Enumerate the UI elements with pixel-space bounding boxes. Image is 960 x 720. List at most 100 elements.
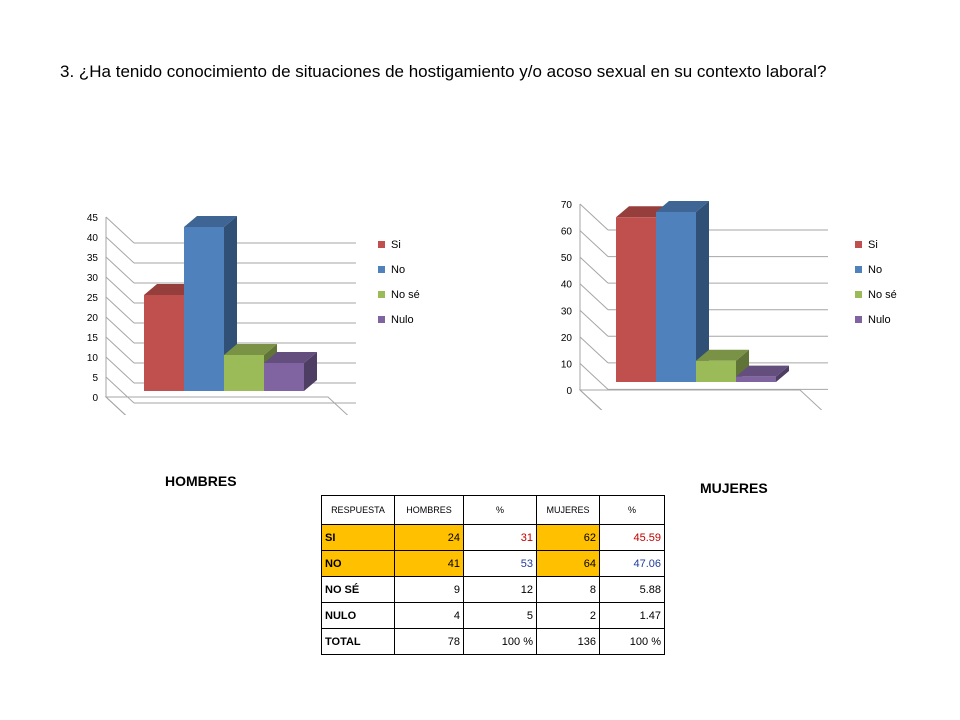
legend-swatch bbox=[378, 241, 385, 248]
legend-swatch bbox=[855, 241, 862, 248]
legend-swatch bbox=[855, 316, 862, 323]
gridline-side bbox=[105, 216, 135, 244]
legend-swatch bbox=[378, 266, 385, 273]
cell-hombres: 24 bbox=[394, 524, 464, 551]
cell-pct-h: 5 bbox=[463, 602, 537, 629]
legend-swatch bbox=[855, 266, 862, 273]
cell-hombres: 4 bbox=[394, 602, 464, 629]
bar-no bbox=[656, 200, 709, 382]
legend-label: Nulo bbox=[868, 314, 891, 326]
gridline-side bbox=[579, 230, 609, 257]
row-label: SI bbox=[321, 524, 395, 551]
y-tick-label: 35 bbox=[87, 253, 99, 264]
cell-pct-h: 12 bbox=[463, 576, 537, 603]
table-row: SI 24 31 62 45.59 bbox=[321, 524, 665, 551]
gridline-side bbox=[105, 376, 135, 404]
cell-mujeres: 136 bbox=[536, 628, 600, 655]
chart-mujeres: 0 10 20 30 40 50 60 70 Si No No sé Nulo bbox=[530, 170, 910, 417]
legend-swatch bbox=[855, 291, 862, 298]
y-tick-label: 0 bbox=[566, 386, 572, 397]
row-label: TOTAL bbox=[321, 628, 395, 655]
cell-pct-m: 5.88 bbox=[599, 576, 665, 603]
gridline-side bbox=[579, 256, 609, 284]
row-label: NO SÉ bbox=[321, 576, 395, 603]
legend-swatch bbox=[378, 316, 385, 323]
cell-mujeres: 2 bbox=[536, 602, 600, 629]
legend-label: No bbox=[868, 264, 882, 276]
y-tick-label: 25 bbox=[87, 293, 99, 304]
cell-hombres: 9 bbox=[394, 576, 464, 603]
legend-label: Si bbox=[868, 239, 878, 251]
table-row: TOTAL 78 100 % 136 100 % bbox=[321, 628, 665, 655]
gridline-side bbox=[105, 276, 135, 304]
bar-nulo bbox=[264, 352, 317, 391]
cell-pct-m: 47.06 bbox=[599, 550, 665, 577]
cell-mujeres: 62 bbox=[536, 524, 600, 551]
legend-label: No bbox=[391, 264, 405, 276]
chart-mujeres-svg: 0 10 20 30 40 50 60 70 Si No No sé Nulo bbox=[561, 200, 897, 417]
cell-pct-h: 100 % bbox=[463, 628, 537, 655]
legend-swatch bbox=[378, 291, 385, 298]
bar-no bbox=[184, 216, 237, 391]
gridline-side bbox=[105, 296, 135, 324]
cell-pct-m: 1.47 bbox=[599, 602, 665, 629]
cell-hombres: 78 bbox=[394, 628, 464, 655]
y-tick-label: 40 bbox=[87, 233, 99, 244]
row-label: NO bbox=[321, 550, 395, 577]
header-pct-m: % bbox=[599, 495, 665, 525]
gridline-side bbox=[105, 236, 135, 264]
bar-nulo bbox=[736, 365, 789, 382]
y-tick-label: 40 bbox=[561, 280, 573, 291]
gridline-side bbox=[579, 363, 609, 390]
gridline-side bbox=[579, 336, 609, 364]
gridline-side bbox=[105, 316, 135, 344]
cell-pct-m: 100 % bbox=[599, 628, 665, 655]
y-tick-label: 50 bbox=[561, 253, 573, 264]
table-row: NO SÉ 9 12 8 5.88 bbox=[321, 576, 665, 603]
header-respuesta: RESPUESTA bbox=[321, 495, 395, 525]
chart-label-mujeres: MUJERES bbox=[700, 480, 768, 496]
legend-label: No sé bbox=[391, 289, 420, 301]
gridline-side bbox=[105, 256, 135, 284]
y-tick-label: 20 bbox=[561, 333, 573, 344]
cell-hombres: 41 bbox=[394, 550, 464, 577]
y-tick-label: 15 bbox=[87, 333, 99, 344]
cell-pct-m: 45.59 bbox=[599, 524, 665, 551]
chart-floor bbox=[104, 396, 358, 424]
gridline-side bbox=[579, 309, 609, 337]
results-table: RESPUESTA HOMBRES % MUJERES % SI 24 31 6… bbox=[321, 495, 665, 655]
table-row: NULO 4 5 2 1.47 bbox=[321, 602, 665, 629]
gridline-side bbox=[105, 336, 135, 364]
gridline-side bbox=[579, 389, 609, 417]
legend-label: Nulo bbox=[391, 314, 414, 326]
cell-pct-h: 31 bbox=[463, 524, 537, 551]
y-tick-label: 60 bbox=[561, 227, 573, 238]
gridline-side bbox=[105, 356, 135, 384]
question-title: 3. ¿Ha tenido conocimiento de situacione… bbox=[60, 62, 827, 81]
legend-label: Si bbox=[391, 239, 401, 251]
chart-hombres: 0 5 10 15 20 25 30 35 40 45 Si No No sé Nulo bbox=[60, 165, 440, 424]
y-tick-label: 30 bbox=[87, 273, 99, 284]
chart-label-hombres: HOMBRES bbox=[165, 473, 237, 489]
chart-hombres-svg: 0 5 10 15 20 25 30 35 40 45 Si No No sé Nulo bbox=[87, 213, 420, 424]
header-hombres: HOMBRES bbox=[394, 495, 464, 525]
y-tick-label: 30 bbox=[561, 306, 573, 317]
cell-mujeres: 64 bbox=[536, 550, 600, 577]
y-tick-label: 10 bbox=[87, 353, 99, 364]
row-label: NULO bbox=[321, 602, 395, 629]
gridline-side bbox=[579, 203, 609, 231]
chart-floor bbox=[578, 389, 830, 417]
header-pct-h: % bbox=[463, 495, 537, 525]
table-header-row: RESPUESTA HOMBRES % MUJERES % bbox=[321, 495, 665, 525]
y-tick-label: 0 bbox=[92, 393, 98, 404]
y-tick-label: 70 bbox=[561, 200, 573, 211]
legend-label: No sé bbox=[868, 289, 897, 301]
cell-pct-h: 53 bbox=[463, 550, 537, 577]
y-tick-label: 10 bbox=[561, 359, 573, 370]
y-tick-label: 45 bbox=[87, 213, 99, 224]
y-tick-label: 20 bbox=[87, 313, 99, 324]
header-mujeres: MUJERES bbox=[536, 495, 600, 525]
cell-mujeres: 8 bbox=[536, 576, 600, 603]
table-row: NO 41 53 64 47.06 bbox=[321, 550, 665, 577]
gridline-side bbox=[579, 283, 609, 311]
